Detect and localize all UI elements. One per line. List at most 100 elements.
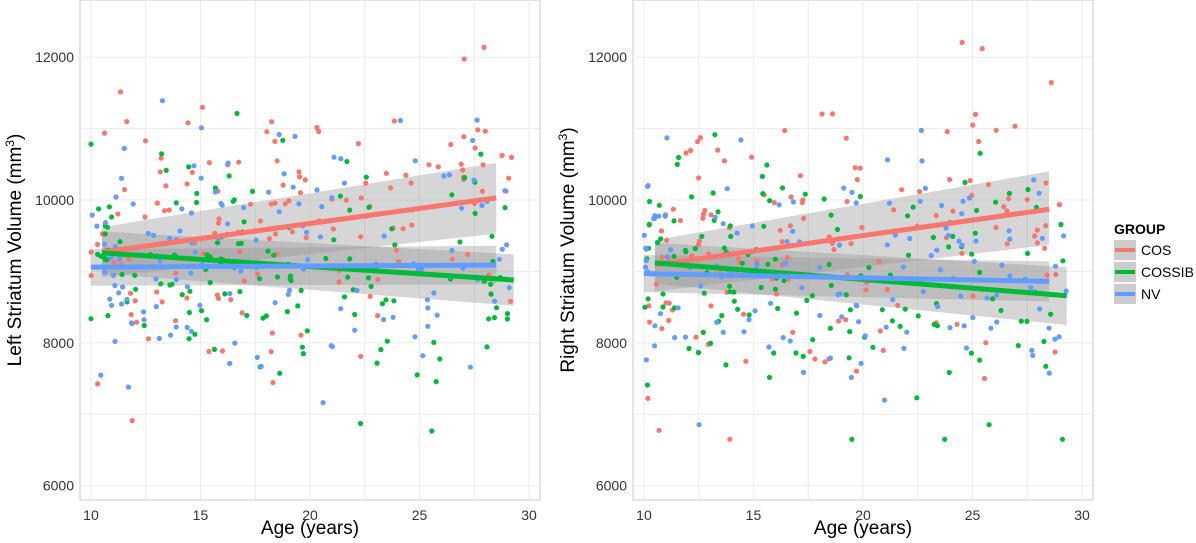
data-point-cos — [970, 122, 976, 128]
data-point-nv — [292, 133, 298, 139]
data-point-nv — [129, 320, 135, 327]
data-point-cossib — [299, 344, 305, 350]
data-point-cos — [274, 158, 280, 164]
data-point-cossib — [764, 162, 770, 168]
data-point-cos — [972, 111, 979, 117]
data-point-cossib — [683, 249, 689, 255]
data-point-cossib — [257, 276, 263, 282]
x-tick-label: 15 — [746, 507, 762, 523]
data-point-nv — [381, 233, 387, 239]
data-point-cos — [812, 356, 818, 362]
data-point-cossib — [207, 279, 213, 286]
data-point-cossib — [104, 224, 111, 230]
data-point-nv — [973, 238, 979, 244]
data-point-nv — [783, 260, 789, 266]
data-point-nv — [837, 291, 843, 297]
data-point-nv — [151, 232, 157, 238]
x-axis-title: Age (years) — [814, 518, 912, 539]
data-point-cos — [801, 215, 807, 221]
data-point-cossib — [158, 281, 164, 287]
data-point-cos — [782, 127, 788, 134]
data-point-cossib — [849, 436, 855, 442]
data-point-cos — [184, 295, 190, 301]
data-point-cos — [154, 200, 160, 206]
data-point-cossib — [728, 233, 734, 239]
data-point-cos — [506, 175, 512, 181]
data-point-nv — [752, 308, 758, 314]
gridlines — [80, 0, 540, 500]
data-point-nv — [227, 360, 233, 367]
data-point-cos — [1053, 271, 1059, 277]
data-point-cos — [981, 375, 988, 382]
data-point-cossib — [431, 339, 437, 345]
data-point-nv — [1031, 177, 1037, 183]
data-point-cos — [206, 160, 212, 166]
data-point-cos — [843, 317, 849, 323]
data-point-nv — [836, 242, 843, 248]
trend-line-nv — [90, 262, 497, 270]
data-point-cossib — [761, 223, 767, 229]
data-point-cos — [216, 216, 222, 222]
data-point-nv — [696, 422, 702, 428]
data-point-nv — [474, 117, 480, 123]
data-point-cos — [689, 253, 695, 259]
data-point-cossib — [298, 287, 304, 293]
data-point-cossib — [1060, 258, 1066, 264]
data-point-cossib — [771, 350, 777, 356]
data-point-nv — [817, 312, 823, 319]
data-point-nv — [219, 202, 225, 208]
data-point-cos — [1001, 204, 1007, 210]
data-point-cos — [157, 169, 163, 175]
data-point-nv — [173, 324, 179, 330]
data-point-cos — [286, 198, 292, 204]
data-point-nv — [749, 223, 756, 229]
data-point-nv — [697, 283, 704, 289]
data-point-nv — [441, 173, 447, 179]
data-point-cossib — [363, 174, 369, 180]
data-point-cos — [355, 141, 361, 147]
data-point-cossib — [263, 313, 269, 319]
data-point-cos — [257, 218, 264, 224]
data-point-nv — [397, 117, 403, 124]
data-point-nv — [192, 249, 198, 255]
data-point-cossib — [389, 226, 395, 232]
data-point-nv — [102, 241, 108, 247]
data-point-cossib — [721, 245, 728, 251]
data-point-cos — [400, 226, 406, 232]
data-point-cos — [993, 224, 999, 231]
data-point-nv — [285, 291, 291, 297]
data-point-cos — [403, 172, 409, 178]
data-point-cos — [979, 46, 985, 52]
data-point-cossib — [88, 141, 94, 147]
data-point-cossib — [1041, 338, 1047, 345]
data-point-cos — [967, 178, 973, 184]
x-tick-label: 10 — [636, 507, 652, 523]
data-point-nv — [672, 335, 678, 341]
data-point-nv — [212, 189, 218, 195]
data-point-nv — [643, 245, 649, 251]
data-point-cos — [508, 154, 515, 160]
data-point-cos — [916, 188, 923, 195]
data-point-cossib — [214, 240, 221, 246]
data-point-cos — [664, 237, 670, 243]
data-point-nv — [1037, 306, 1043, 312]
data-point-cossib — [968, 350, 975, 356]
data-point-nv — [320, 400, 326, 406]
data-point-nv — [502, 188, 508, 194]
data-point-cossib — [287, 273, 294, 279]
data-point-cossib — [366, 204, 372, 210]
data-point-cossib — [345, 274, 351, 280]
data-point-cos — [859, 224, 865, 231]
data-point-cossib — [274, 274, 281, 280]
data-point-nv — [102, 220, 109, 226]
data-point-nv — [504, 242, 510, 248]
data-point-cossib — [241, 219, 247, 225]
data-point-cos — [797, 173, 804, 179]
data-point-nv — [1056, 334, 1062, 340]
data-point-nv — [1006, 228, 1012, 234]
data-point-cos — [653, 281, 660, 287]
data-point-cossib — [990, 296, 996, 302]
data-point-cos — [779, 239, 785, 245]
data-point-cossib — [671, 253, 677, 259]
data-point-cossib — [934, 323, 941, 329]
